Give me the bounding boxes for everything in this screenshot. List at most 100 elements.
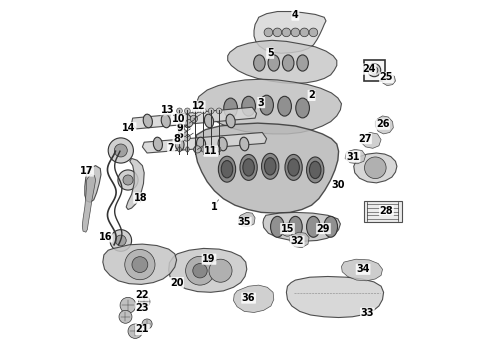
Text: 26: 26: [376, 119, 389, 129]
Circle shape: [291, 28, 300, 37]
Ellipse shape: [178, 147, 181, 152]
Circle shape: [142, 319, 152, 329]
Ellipse shape: [240, 154, 257, 180]
Ellipse shape: [297, 55, 308, 71]
Ellipse shape: [183, 114, 192, 128]
Ellipse shape: [221, 161, 233, 178]
Polygon shape: [143, 132, 267, 153]
Text: 23: 23: [136, 303, 149, 313]
Circle shape: [128, 324, 143, 338]
Ellipse shape: [153, 137, 163, 151]
Ellipse shape: [289, 216, 302, 237]
Ellipse shape: [243, 159, 254, 176]
Text: 29: 29: [317, 224, 330, 234]
Ellipse shape: [204, 114, 214, 128]
Ellipse shape: [307, 157, 324, 183]
Polygon shape: [345, 149, 366, 164]
Ellipse shape: [254, 55, 265, 71]
Text: 9: 9: [177, 123, 184, 133]
Ellipse shape: [260, 95, 273, 115]
Text: 32: 32: [291, 236, 304, 246]
Text: 6: 6: [177, 130, 184, 140]
Polygon shape: [82, 175, 96, 232]
Polygon shape: [197, 79, 342, 134]
Ellipse shape: [194, 147, 197, 152]
Text: 36: 36: [242, 293, 255, 303]
Circle shape: [116, 235, 126, 246]
Ellipse shape: [265, 158, 276, 175]
Circle shape: [368, 64, 381, 77]
Circle shape: [185, 108, 190, 114]
Ellipse shape: [307, 216, 320, 237]
Circle shape: [183, 134, 190, 141]
Text: 1: 1: [211, 202, 218, 212]
Ellipse shape: [324, 216, 338, 237]
Polygon shape: [263, 212, 341, 241]
Text: 8: 8: [173, 134, 180, 144]
Polygon shape: [196, 123, 339, 213]
Ellipse shape: [296, 98, 310, 118]
Circle shape: [309, 28, 318, 37]
Polygon shape: [233, 285, 274, 312]
Circle shape: [180, 130, 187, 137]
Circle shape: [176, 108, 182, 114]
Text: 3: 3: [258, 98, 265, 108]
Circle shape: [118, 170, 138, 190]
Polygon shape: [354, 153, 397, 183]
Circle shape: [209, 259, 232, 282]
Polygon shape: [360, 132, 381, 148]
Ellipse shape: [218, 137, 227, 151]
Ellipse shape: [143, 114, 152, 128]
Polygon shape: [132, 107, 257, 129]
FancyBboxPatch shape: [364, 60, 385, 81]
Circle shape: [139, 296, 150, 307]
Ellipse shape: [175, 137, 184, 151]
Circle shape: [300, 28, 309, 37]
Text: 20: 20: [170, 278, 183, 288]
Ellipse shape: [262, 153, 279, 179]
Polygon shape: [169, 248, 247, 292]
Text: 30: 30: [332, 180, 345, 190]
Text: 4: 4: [292, 10, 299, 20]
Ellipse shape: [217, 147, 221, 152]
Text: 22: 22: [136, 290, 149, 300]
Text: 10: 10: [172, 114, 185, 124]
Polygon shape: [239, 212, 255, 227]
Ellipse shape: [224, 98, 238, 118]
Polygon shape: [228, 40, 337, 84]
Ellipse shape: [240, 137, 249, 151]
Text: 7: 7: [168, 143, 174, 153]
Text: 34: 34: [356, 264, 370, 274]
Text: 2: 2: [308, 90, 315, 100]
Ellipse shape: [201, 147, 205, 152]
Circle shape: [186, 256, 215, 285]
Ellipse shape: [209, 147, 213, 152]
Circle shape: [114, 144, 127, 157]
Circle shape: [370, 67, 378, 74]
Text: 19: 19: [202, 254, 216, 264]
Circle shape: [282, 28, 291, 37]
Text: 17: 17: [80, 166, 94, 176]
Text: 16: 16: [98, 232, 112, 242]
Ellipse shape: [282, 55, 294, 71]
Ellipse shape: [196, 137, 206, 151]
Circle shape: [273, 28, 282, 37]
Circle shape: [132, 257, 148, 273]
Polygon shape: [103, 244, 176, 284]
Polygon shape: [342, 259, 383, 281]
Circle shape: [194, 146, 201, 153]
Ellipse shape: [278, 96, 292, 116]
Polygon shape: [254, 12, 326, 53]
Text: 13: 13: [161, 105, 174, 115]
Circle shape: [193, 264, 207, 278]
Circle shape: [125, 249, 155, 280]
Text: 18: 18: [134, 193, 147, 203]
Ellipse shape: [219, 156, 236, 182]
Circle shape: [119, 310, 132, 323]
Text: 12: 12: [192, 101, 205, 111]
Text: 35: 35: [238, 217, 251, 228]
Circle shape: [186, 120, 193, 127]
Ellipse shape: [186, 147, 189, 152]
Text: 24: 24: [363, 64, 376, 74]
Circle shape: [208, 108, 214, 114]
